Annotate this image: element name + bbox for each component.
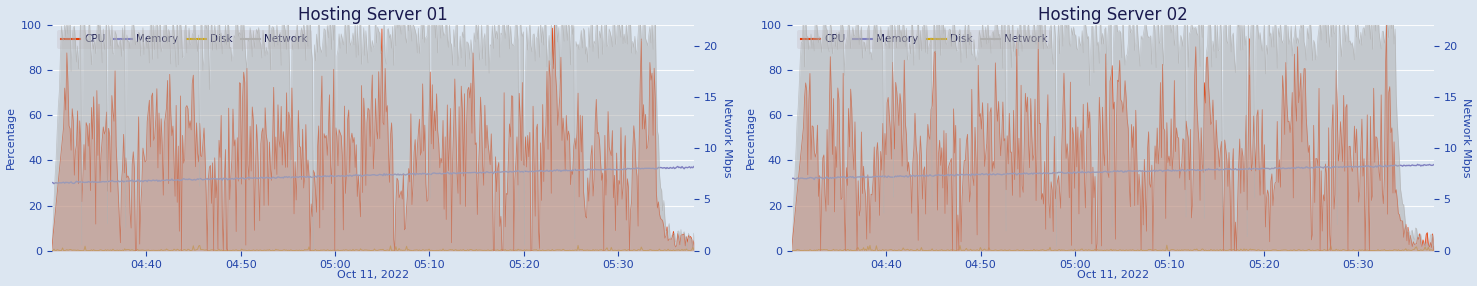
Y-axis label: Network Mbps: Network Mbps (722, 98, 731, 178)
Legend: CPU, Memory, Disk, Network: CPU, Memory, Disk, Network (58, 30, 312, 49)
Title: Hosting Server 02: Hosting Server 02 (1038, 5, 1188, 23)
X-axis label: Oct 11, 2022: Oct 11, 2022 (337, 271, 409, 281)
Y-axis label: Percentage: Percentage (6, 106, 16, 169)
Y-axis label: Network Mbps: Network Mbps (1461, 98, 1471, 178)
Legend: CPU, Memory, Disk, Network: CPU, Memory, Disk, Network (798, 30, 1052, 49)
X-axis label: Oct 11, 2022: Oct 11, 2022 (1077, 271, 1149, 281)
Y-axis label: Percentage: Percentage (746, 106, 755, 169)
Title: Hosting Server 01: Hosting Server 01 (298, 5, 448, 23)
